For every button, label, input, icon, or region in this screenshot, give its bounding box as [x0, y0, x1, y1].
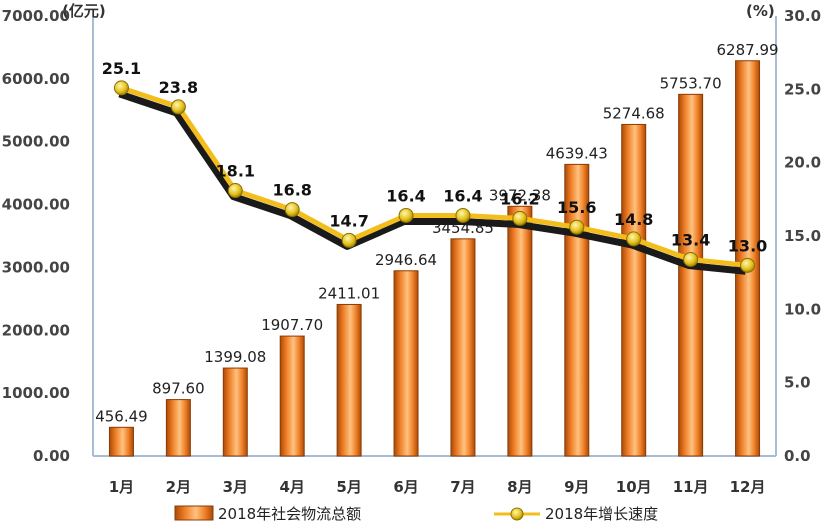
- legend-bar-swatch: [174, 505, 214, 521]
- bar: [678, 93, 704, 457]
- legend: 2018年社会物流总额 2018年增长速度: [174, 505, 658, 523]
- bar-value-label: 5753.70: [660, 74, 722, 92]
- line-marker: [512, 210, 528, 226]
- bar-value-label: 1907.70: [261, 316, 323, 334]
- bar: [222, 367, 248, 457]
- line-value-label: 16.4: [386, 186, 425, 205]
- line-marker: [227, 183, 243, 199]
- bar: [450, 238, 476, 457]
- left-axis-ticks: 0.00 1000.00 2000.00 3000.00 4000.00 5000.00 6…: [2, 7, 70, 465]
- left-tick-label: 7000.00: [2, 7, 70, 25]
- bar: [108, 426, 134, 457]
- line-marker: [569, 219, 585, 235]
- line-value-label: 13.4: [671, 230, 710, 249]
- line-value-label: 25.1: [102, 59, 141, 78]
- line-value-label: 16.8: [272, 181, 311, 200]
- line-shadow: [118, 90, 746, 275]
- line-data-labels: 25.1 23.8 18.1 16.8 14.7 16.4 16.4 16.2 15.6 14.8…: [102, 59, 768, 255]
- bar: [507, 205, 533, 457]
- legend-line-label: 2018年增长速度: [545, 505, 658, 523]
- bar: [564, 163, 590, 457]
- line-value-label: 14.8: [614, 210, 653, 229]
- left-tick-label: 6000.00: [2, 70, 70, 88]
- line-marker: [170, 99, 186, 115]
- left-tick-label: 0.00: [33, 447, 70, 465]
- line-value-label: 18.1: [216, 162, 255, 181]
- line-value-label: 15.6: [557, 198, 596, 217]
- x-tick-label: 11月: [673, 478, 709, 496]
- x-tick-label: 9月: [564, 478, 589, 496]
- bar: [165, 399, 191, 457]
- line-marker: [398, 207, 414, 223]
- x-tick-label: 10月: [616, 478, 652, 496]
- right-tick-label: 0.0: [784, 447, 811, 465]
- bar-value-label: 456.49: [95, 407, 148, 425]
- left-tick-label: 2000.00: [2, 321, 70, 339]
- right-tick-label: 30.0: [784, 7, 821, 25]
- x-tick-label: 3月: [223, 478, 248, 496]
- line-marker: [626, 231, 642, 247]
- x-tick-label: 4月: [279, 478, 304, 496]
- x-tick-label: 2月: [166, 478, 191, 496]
- left-tick-label: 1000.00: [2, 384, 70, 402]
- legend-bar-label: 2018年社会物流总额: [218, 505, 361, 523]
- right-tick-label: 25.0: [784, 80, 821, 98]
- line-value-label: 14.7: [329, 211, 368, 230]
- x-tick-label: 1月: [109, 478, 134, 496]
- right-tick-label: 20.0: [784, 154, 821, 172]
- x-tick-label: 8月: [507, 478, 532, 496]
- bar-value-label: 1399.08: [204, 348, 266, 366]
- bar: [336, 303, 362, 457]
- bar: [621, 123, 647, 457]
- right-axis-ticks: 0.0 5.0 10.0 15.0 20.0 25.0 30.0: [784, 7, 821, 465]
- right-axis-unit: (%): [746, 2, 775, 20]
- legend-line-marker: [510, 507, 524, 521]
- right-tick-label: 15.0: [784, 227, 821, 245]
- line-marker: [683, 251, 699, 267]
- bar-series: [108, 60, 761, 457]
- line-value-label: 13.0: [728, 236, 767, 255]
- bar-value-label: 4639.43: [546, 144, 608, 162]
- line-marker: [740, 257, 756, 273]
- left-tick-label: 4000.00: [2, 196, 70, 214]
- right-tick-label: 10.0: [784, 300, 821, 318]
- right-tick-label: 5.0: [784, 374, 811, 392]
- left-tick-label: 5000.00: [2, 133, 70, 151]
- x-tick-label: 12月: [730, 478, 766, 496]
- line-value-label: 16.2: [500, 189, 539, 208]
- line-value-label: 23.8: [159, 78, 198, 97]
- x-tick-label: 5月: [336, 478, 361, 496]
- line-series: [113, 80, 756, 275]
- line-marker: [113, 80, 129, 96]
- x-tick-label: 7月: [450, 478, 475, 496]
- left-tick-label: 3000.00: [2, 258, 70, 276]
- bar: [393, 270, 419, 457]
- line-marker: [284, 202, 300, 218]
- line-marker: [455, 207, 471, 223]
- line-value-label: 16.4: [443, 186, 482, 205]
- bar-value-label: 6287.99: [717, 41, 779, 59]
- line-path: [120, 85, 748, 268]
- left-axis-unit: (亿元): [62, 2, 106, 20]
- bar: [279, 335, 305, 457]
- bar-value-label: 897.60: [152, 380, 205, 398]
- x-axis-ticks: 1月 2月 3月 4月 5月 6月 7月 8月 9月 10月 11月 12月: [109, 478, 766, 496]
- bar-value-label: 3972.38: [489, 186, 551, 204]
- bar-value-label: 2946.64: [375, 251, 437, 269]
- x-tick-label: 6月: [393, 478, 418, 496]
- bar-value-label: 5274.68: [603, 104, 665, 122]
- bar-value-label: 2411.01: [318, 284, 380, 302]
- line-marker: [341, 232, 357, 248]
